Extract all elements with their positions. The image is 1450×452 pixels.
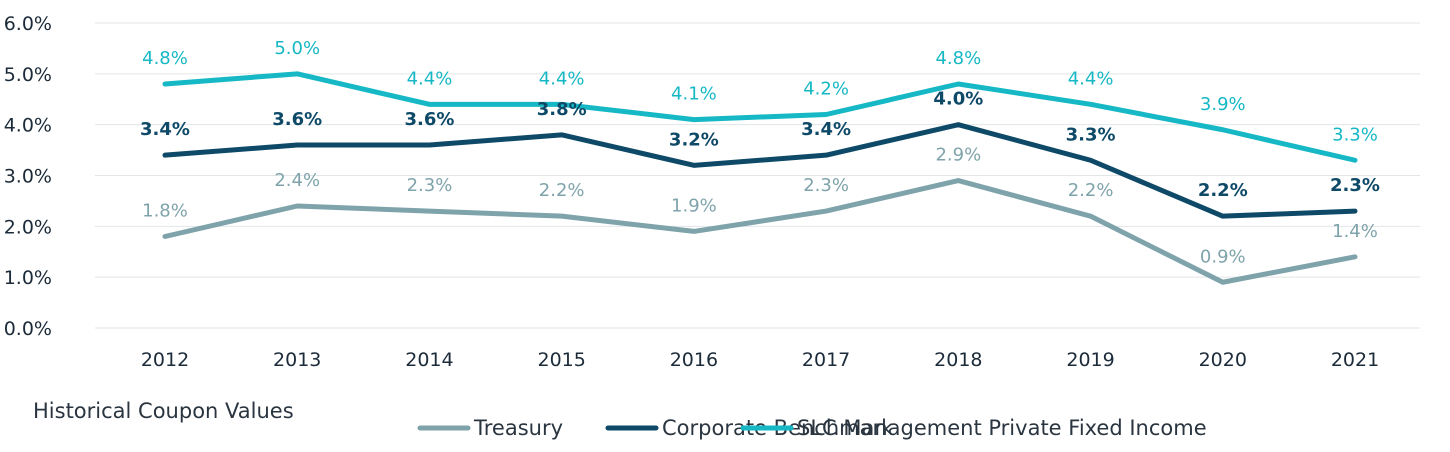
data-label: 3.6% [272,109,322,130]
data-label: 2.2% [539,180,585,201]
y-tick-label: 0.0% [4,318,52,340]
legend-label: Treasury [473,416,563,440]
data-label: 3.4% [140,119,190,140]
data-label: 2.3% [1330,175,1380,196]
data-label: 4.2% [803,79,849,100]
y-tick-label: 1.0% [4,267,52,289]
x-tick-label: 2019 [1066,349,1114,371]
x-tick-label: 2016 [670,349,718,371]
data-label: 3.3% [1332,124,1378,145]
x-tick-label: 2020 [1199,349,1247,371]
data-label: 3.3% [1066,124,1116,145]
y-tick-label: 5.0% [4,64,52,86]
data-label: 4.0% [933,89,983,110]
data-label: 4.8% [142,48,188,69]
x-tick-label: 2017 [802,349,850,371]
x-axis-ticks: 2012 2013 2014 2015 2016 2017 2018 2019 2020 2021 [141,349,1379,371]
y-tick-label: 4.0% [4,115,52,137]
x-tick-label: 2014 [405,349,453,371]
data-labels: 1.8% 2.4% 2.3% 2.2% 1.9% 2.3% 2.9% 2.2% 0.9% 1.4%… [140,38,1380,267]
data-label: 4.4% [407,68,453,89]
data-label: 1.8% [142,201,188,222]
legend-label: SLC Management Private Fixed Income [797,416,1207,440]
x-tick-label: 2018 [934,349,982,371]
y-tick-label: 6.0% [4,13,52,35]
x-tick-label: 2012 [141,349,189,371]
data-label: 4.8% [935,48,981,69]
data-label: 2.3% [407,175,453,196]
data-label: 3.4% [801,119,851,140]
series-line-2 [162,122,1358,219]
data-label: 2.2% [1068,180,1114,201]
x-tick-label: 2021 [1331,349,1379,371]
data-label: 2.2% [1198,180,1248,201]
data-label: 3.9% [1200,94,1246,115]
series-line-3 [162,71,1358,163]
data-label: 3.8% [537,99,587,120]
series-lines [162,71,1358,285]
data-label: 3.2% [669,129,719,150]
x-tick-label: 2013 [273,349,321,371]
data-label: 4.1% [671,84,717,105]
gridlines [95,22,1420,329]
data-label: 2.3% [803,175,849,196]
data-label: 1.9% [671,195,717,216]
y-axis-ticks: 0.0% 1.0% 2.0% 3.0% 4.0% 5.0% 6.0% [4,13,52,340]
data-label: 1.4% [1332,221,1378,242]
chart-title: Historical Coupon Values [33,399,294,423]
data-label: 5.0% [274,38,320,59]
y-tick-label: 3.0% [4,166,52,188]
y-tick-label: 2.0% [4,216,52,238]
data-label: 4.4% [539,68,585,89]
data-label: 4.4% [1068,68,1114,89]
data-label: 0.9% [1200,246,1246,267]
x-tick-label: 2015 [537,349,585,371]
data-label: 3.6% [404,109,454,130]
data-label: 2.4% [274,170,320,191]
series-line-1 [162,178,1358,285]
data-label: 2.9% [935,145,981,166]
